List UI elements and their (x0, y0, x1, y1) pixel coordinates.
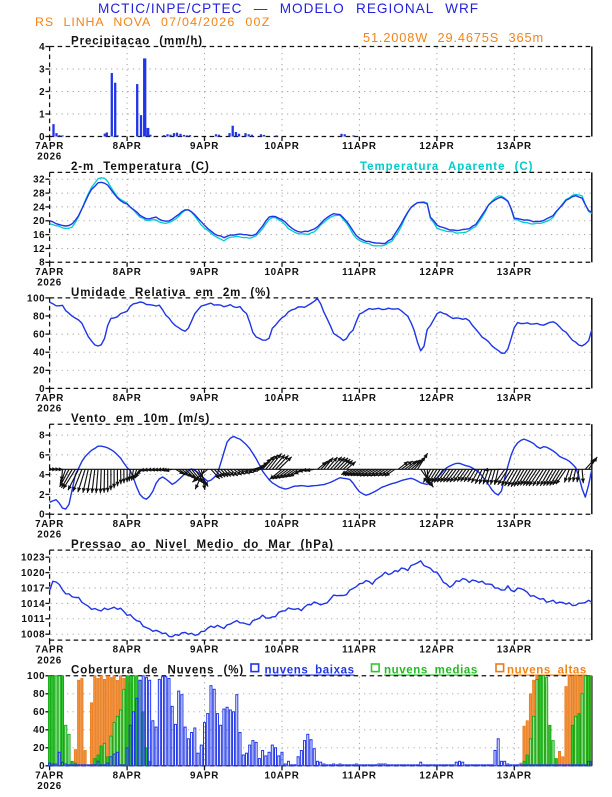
svg-text:4: 4 (39, 42, 45, 53)
svg-text:20: 20 (33, 216, 45, 227)
svg-text:1: 1 (39, 109, 45, 120)
svg-text:13APR: 13APR (497, 393, 532, 404)
svg-text:2026: 2026 (37, 152, 62, 163)
svg-text:8APR: 8APR (113, 770, 142, 781)
svg-text:2: 2 (39, 490, 45, 501)
svg-text:1011: 1011 (22, 614, 46, 625)
svg-text:8APR: 8APR (113, 141, 142, 152)
svg-text:07/04/2026 00Z: 07/04/2026 00Z (161, 15, 271, 29)
svg-text:2026: 2026 (37, 529, 62, 540)
svg-text:60: 60 (33, 330, 45, 341)
svg-text:13APR: 13APR (497, 770, 532, 781)
svg-text:28: 28 (33, 189, 45, 200)
svg-text:4: 4 (39, 470, 45, 481)
svg-text:40: 40 (33, 725, 45, 736)
svg-text:2: 2 (39, 87, 45, 98)
svg-text:12APR: 12APR (419, 267, 454, 278)
svg-text:13APR: 13APR (497, 645, 532, 656)
svg-text:9APR: 9APR (190, 267, 219, 278)
svg-text:6: 6 (39, 450, 45, 461)
svg-text:13APR: 13APR (497, 519, 532, 530)
svg-text:7APR: 7APR (35, 770, 64, 781)
svg-text:8APR: 8APR (113, 267, 142, 278)
svg-text:MCTIC/INPE/CPTEC — MODELO REGI: MCTIC/INPE/CPTEC — MODELO REGIONAL WRF (98, 1, 479, 16)
svg-text:7APR: 7APR (35, 519, 64, 530)
svg-text:11APR: 11APR (342, 770, 377, 781)
svg-text:1017: 1017 (21, 583, 45, 594)
svg-text:10APR: 10APR (264, 770, 299, 781)
svg-text:3: 3 (39, 64, 45, 75)
svg-text:8APR: 8APR (113, 645, 142, 656)
svg-text:16: 16 (33, 230, 45, 241)
svg-text:2026: 2026 (37, 655, 62, 666)
svg-text:nuvens altas: nuvens altas (507, 665, 587, 677)
svg-text:Pressao ao Nivel Medio do Mar: Pressao ao Nivel Medio do Mar (hPa) (71, 539, 334, 551)
svg-text:11APR: 11APR (342, 141, 377, 152)
svg-text:11APR: 11APR (342, 393, 377, 404)
svg-text:8APR: 8APR (113, 393, 142, 404)
svg-text:Precipitacao (mm/h): Precipitacao (mm/h) (71, 35, 203, 47)
svg-text:nuvens medias: nuvens medias (384, 665, 478, 677)
svg-text:Umidade Relativa em 2m (%): Umidade Relativa em 2m (%) (71, 287, 271, 299)
svg-text:Temperatura Aparente (C): Temperatura Aparente (C) (360, 161, 533, 173)
svg-text:1020: 1020 (21, 568, 45, 579)
svg-text:7APR: 7APR (35, 141, 64, 152)
svg-text:8APR: 8APR (113, 519, 142, 530)
svg-text:51.2008W 29.4675S 365m: 51.2008W 29.4675S 365m (363, 30, 544, 45)
svg-text:9APR: 9APR (190, 770, 219, 781)
svg-text:10APR: 10APR (264, 645, 299, 656)
svg-text:10APR: 10APR (264, 393, 299, 404)
svg-text:13APR: 13APR (497, 267, 532, 278)
svg-text:12APR: 12APR (419, 519, 454, 530)
svg-text:13APR: 13APR (497, 141, 532, 152)
svg-text:2026: 2026 (37, 278, 62, 289)
svg-text:9APR: 9APR (190, 645, 219, 656)
svg-text:12APR: 12APR (419, 141, 454, 152)
svg-text:7APR: 7APR (35, 645, 64, 656)
svg-text:7APR: 7APR (35, 393, 64, 404)
svg-text:nuvens baixas: nuvens baixas (265, 665, 355, 677)
svg-text:2026: 2026 (37, 404, 62, 415)
svg-text:RS LINHA NOVA: RS LINHA NOVA (35, 15, 151, 29)
svg-text:11APR: 11APR (342, 645, 377, 656)
svg-text:100: 100 (27, 293, 45, 304)
svg-text:12APR: 12APR (419, 393, 454, 404)
svg-text:Cobertura de Nuvens (%): Cobertura de Nuvens (%) (71, 665, 244, 677)
svg-text:20: 20 (33, 366, 45, 377)
svg-text:80: 80 (33, 689, 45, 700)
svg-text:1014: 1014 (21, 599, 45, 610)
svg-text:10APR: 10APR (264, 519, 299, 530)
svg-text:9APR: 9APR (190, 393, 219, 404)
svg-text:1008: 1008 (21, 630, 45, 641)
svg-text:9APR: 9APR (190, 141, 219, 152)
svg-text:1023: 1023 (21, 553, 45, 564)
svg-text:12APR: 12APR (419, 645, 454, 656)
svg-text:8: 8 (39, 431, 45, 442)
svg-text:40: 40 (33, 348, 45, 359)
svg-text:7APR: 7APR (35, 267, 64, 278)
svg-text:10APR: 10APR (264, 141, 299, 152)
svg-text:2026: 2026 (37, 781, 62, 792)
svg-text:20: 20 (33, 743, 45, 754)
svg-text:9APR: 9APR (190, 519, 219, 530)
svg-text:80: 80 (33, 311, 45, 322)
svg-text:32: 32 (33, 175, 45, 186)
svg-text:11APR: 11APR (342, 267, 377, 278)
svg-text:12: 12 (33, 244, 45, 255)
svg-text:Vento em 10m (m/s): Vento em 10m (m/s) (71, 413, 210, 425)
svg-text:12APR: 12APR (419, 770, 454, 781)
svg-text:60: 60 (33, 707, 45, 718)
svg-text:24: 24 (33, 202, 45, 213)
svg-text:10APR: 10APR (264, 267, 299, 278)
svg-text:2-m Temperatura (C): 2-m Temperatura (C) (71, 161, 210, 173)
svg-text:100: 100 (27, 671, 45, 682)
svg-text:11APR: 11APR (342, 519, 377, 530)
